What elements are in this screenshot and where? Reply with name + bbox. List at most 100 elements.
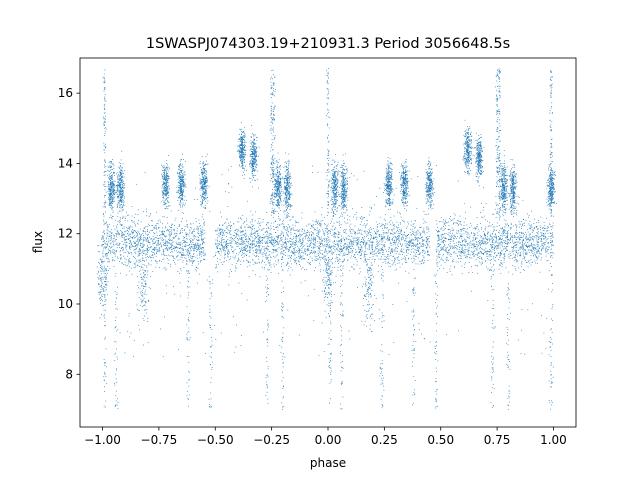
data-point	[310, 228, 311, 229]
data-point	[410, 254, 411, 255]
data-point	[405, 262, 406, 263]
data-point	[450, 248, 451, 249]
data-point	[162, 232, 163, 233]
data-point	[225, 245, 226, 246]
data-point	[402, 245, 403, 246]
data-point	[231, 237, 232, 238]
data-point	[438, 257, 439, 258]
data-point	[425, 214, 426, 215]
data-point	[282, 239, 283, 240]
data-point	[394, 240, 395, 241]
data-point	[424, 231, 425, 232]
data-point	[376, 255, 377, 256]
data-point	[338, 254, 339, 255]
data-point	[295, 230, 296, 231]
data-point	[275, 245, 276, 246]
data-point	[503, 234, 504, 235]
data-point	[538, 250, 539, 251]
data-point	[385, 256, 386, 257]
data-point	[483, 238, 484, 239]
data-point	[168, 239, 169, 240]
data-point	[528, 250, 529, 251]
data-point	[401, 239, 402, 240]
data-point	[523, 233, 524, 234]
data-point	[513, 247, 514, 248]
data-point	[318, 234, 319, 235]
data-point	[406, 251, 407, 252]
data-point	[273, 226, 274, 227]
data-point	[322, 244, 323, 245]
data-point	[287, 228, 288, 229]
data-point	[374, 204, 375, 205]
data-point	[367, 243, 368, 244]
data-point	[127, 265, 128, 266]
data-point	[441, 258, 442, 259]
data-point	[481, 217, 482, 218]
data-point	[502, 245, 503, 246]
data-point	[488, 251, 489, 252]
data-point	[251, 230, 252, 231]
data-point	[371, 235, 372, 236]
data-point	[180, 252, 181, 253]
data-point	[479, 262, 480, 263]
data-point	[170, 266, 171, 267]
data-point	[186, 236, 187, 237]
data-point	[490, 263, 491, 264]
data-point	[282, 257, 283, 258]
data-point	[205, 255, 206, 256]
data-point	[201, 249, 202, 250]
data-point	[367, 259, 368, 260]
data-point	[103, 241, 104, 242]
data-point	[462, 244, 463, 245]
data-point	[122, 263, 123, 264]
data-point	[307, 235, 308, 236]
data-point	[147, 226, 148, 227]
data-point	[195, 257, 196, 258]
data-point	[254, 228, 255, 229]
data-point	[242, 232, 243, 233]
data-point	[449, 246, 450, 247]
data-point	[330, 223, 331, 224]
data-point	[305, 251, 306, 252]
data-point	[196, 267, 197, 268]
data-point	[257, 236, 258, 237]
data-point	[424, 260, 425, 261]
data-point	[495, 261, 496, 262]
data-point	[494, 248, 495, 249]
data-point	[532, 227, 533, 228]
data-point	[469, 238, 470, 239]
data-point	[552, 245, 553, 246]
data-point	[187, 226, 188, 227]
data-point	[369, 249, 370, 250]
data-point	[409, 242, 410, 243]
data-point	[447, 234, 448, 235]
data-point	[493, 264, 494, 265]
data-point	[392, 251, 393, 252]
data-point	[278, 236, 279, 237]
data-point	[381, 259, 382, 260]
data-point	[319, 257, 320, 258]
data-point	[327, 225, 328, 226]
data-point	[371, 238, 372, 239]
data-point	[265, 241, 266, 242]
data-point	[295, 261, 296, 262]
data-point	[473, 253, 474, 254]
data-point	[482, 262, 483, 263]
data-point	[376, 244, 377, 245]
data-point	[503, 229, 504, 230]
data-point	[264, 228, 265, 229]
data-point	[252, 254, 253, 255]
data-point	[379, 223, 380, 224]
data-point	[382, 250, 383, 251]
data-point	[156, 252, 157, 253]
data-point	[553, 223, 554, 224]
data-point	[147, 241, 148, 242]
data-point	[254, 233, 255, 234]
data-point	[443, 226, 444, 227]
data-point	[169, 229, 170, 230]
data-point	[437, 262, 438, 263]
data-point	[336, 222, 337, 223]
data-point	[227, 233, 228, 234]
data-point	[224, 249, 225, 250]
data-point	[240, 251, 241, 252]
